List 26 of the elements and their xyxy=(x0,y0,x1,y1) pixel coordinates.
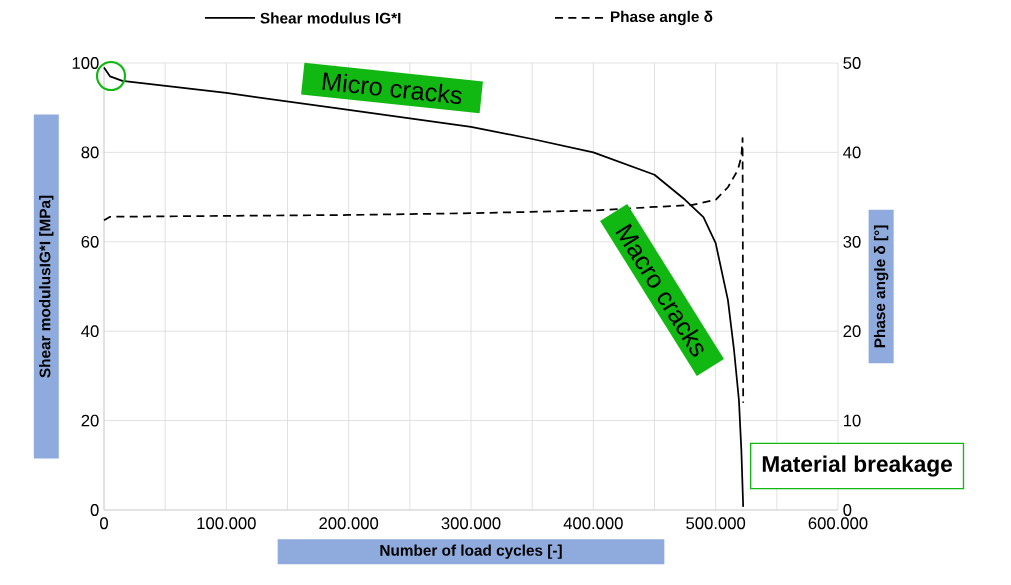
legend-label: Phase angle δ xyxy=(610,10,713,26)
y2-tick-label: 20 xyxy=(843,325,861,338)
y2-tick-label: 10 xyxy=(843,414,861,427)
y-tick-label: 80 xyxy=(81,146,99,159)
annotation: Micro cracks xyxy=(322,72,462,105)
y-tick-label: 0 xyxy=(90,504,99,516)
y2-tick-label: 0 xyxy=(843,504,852,516)
y-tick-label: 100 xyxy=(72,57,99,69)
legend-label: Shear modulus IG*I xyxy=(260,12,401,24)
x-tick-label: 600.000 xyxy=(808,517,868,530)
x-tick-label: 300.000 xyxy=(441,517,501,530)
x-tick-label: 500.000 xyxy=(686,517,746,530)
y2-tick-label: 50 xyxy=(843,57,861,69)
x-tick-label: 200.000 xyxy=(319,517,379,530)
annotation: Material breakage xyxy=(762,455,953,477)
y2-tick-label: 30 xyxy=(843,235,861,248)
y-axis-title: Shear modulusIG*I [MPa] xyxy=(39,195,54,378)
y-tick-label: 40 xyxy=(81,325,99,338)
y-tick-label: 60 xyxy=(81,235,99,248)
x-axis-title: Number of load cycles [-] xyxy=(380,544,562,559)
y2-tick-label: 40 xyxy=(843,146,861,159)
x-tick-label: 100.000 xyxy=(197,517,256,530)
x-tick-label: 0 xyxy=(100,517,108,530)
y-tick-label: 20 xyxy=(81,414,99,427)
x-tick-label: 400.000 xyxy=(563,517,623,530)
y2-axis-title: Phase angle δ [°] xyxy=(873,225,889,348)
